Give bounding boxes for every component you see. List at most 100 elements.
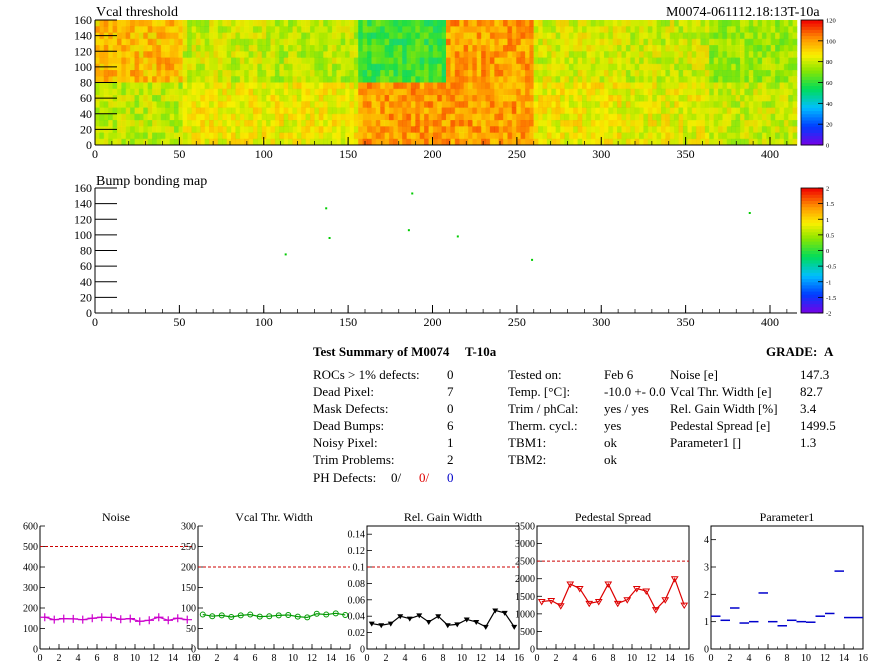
- map-cell: [630, 101, 636, 108]
- map-cell: [353, 63, 359, 71]
- map-cell: [204, 32, 210, 40]
- map-cell: [340, 76, 346, 83]
- map-cell: [191, 101, 197, 108]
- map-cell: [279, 51, 285, 58]
- map-cell: [529, 126, 535, 133]
- map-cell: [231, 26, 236, 33]
- map-cell: [318, 57, 324, 65]
- map-cell: [358, 113, 364, 121]
- map-cell: [301, 138, 307, 146]
- map-cell: [235, 132, 241, 140]
- map-cell: [130, 76, 135, 83]
- map-cell: [739, 120, 745, 127]
- map-cell: [529, 76, 535, 83]
- map-cell: [489, 76, 495, 83]
- map-cell: [134, 20, 140, 27]
- map-cell: [608, 57, 614, 65]
- map-cell: [99, 101, 105, 108]
- map-cell: [270, 88, 276, 96]
- map-cell: [345, 57, 350, 65]
- map-cell: [590, 82, 596, 90]
- map-cell: [428, 63, 434, 71]
- map-cell: [533, 82, 539, 90]
- map-cell: [415, 70, 421, 77]
- map-cell: [761, 120, 767, 127]
- map-cell: [340, 101, 346, 108]
- map-cell: [182, 95, 188, 102]
- map-cell: [424, 63, 429, 71]
- map-cell: [318, 82, 324, 90]
- map-cell: [130, 101, 135, 108]
- map-cell: [481, 70, 486, 77]
- map-cell: [270, 126, 276, 133]
- map-cell: [231, 101, 236, 108]
- map-cell: [590, 107, 596, 115]
- map-cell: [345, 20, 350, 27]
- map-cell: [327, 76, 333, 83]
- map-cell: [191, 88, 197, 96]
- map-cell: [178, 88, 184, 96]
- map-cell: [165, 107, 171, 115]
- map-cell: [507, 32, 513, 40]
- map-cell: [612, 138, 618, 146]
- map-cell: [130, 70, 135, 77]
- x-tick-label: 150: [339, 147, 357, 161]
- palette-band: [801, 66, 823, 71]
- map-cell: [261, 70, 267, 77]
- map-cell: [560, 57, 565, 65]
- map-cell: [538, 63, 544, 71]
- map-cell: [432, 51, 438, 58]
- map-cell: [748, 107, 754, 115]
- map-cell: [261, 120, 267, 127]
- map-cell: [551, 70, 557, 77]
- map-cell: [125, 76, 131, 83]
- map-cell: [459, 38, 465, 46]
- map-cell: [173, 132, 179, 140]
- map-cell: [103, 82, 109, 90]
- map-cell: [393, 57, 399, 65]
- map-cell: [182, 76, 188, 83]
- map-cell: [577, 51, 583, 58]
- map-cell: [704, 120, 710, 127]
- map-cell: [283, 113, 289, 121]
- map-cell: [231, 126, 236, 133]
- map-cell: [279, 88, 285, 96]
- map-cell: [169, 20, 175, 27]
- map-cell: [152, 82, 157, 90]
- map-cell: [160, 26, 166, 33]
- map-cell: [410, 113, 416, 121]
- palette-band: [801, 266, 823, 270]
- map-cell: [713, 120, 719, 127]
- map-cell: [336, 76, 342, 83]
- map-cell: [582, 82, 587, 90]
- map-cell: [235, 76, 241, 83]
- map-cell: [577, 38, 583, 46]
- map-cell: [244, 20, 250, 27]
- map-cell: [252, 138, 258, 146]
- map-cell: [682, 107, 688, 115]
- map-cell: [226, 107, 232, 115]
- map-cell: [406, 107, 412, 115]
- map-cell: [226, 51, 232, 58]
- map-cell: [424, 32, 429, 40]
- data-point: [266, 613, 273, 620]
- map-cell: [739, 113, 745, 121]
- map-cell: [419, 20, 425, 27]
- map-cell: [336, 57, 342, 65]
- map-cell: [375, 26, 381, 33]
- map-cell: [678, 95, 684, 102]
- map-cell: [704, 95, 710, 102]
- map-cell: [248, 88, 254, 96]
- map-cell: [630, 120, 636, 127]
- map-cell: [178, 107, 184, 115]
- map-cell: [239, 101, 245, 108]
- map-cell: [643, 107, 649, 115]
- map-cell: [731, 132, 737, 140]
- map-cell: [248, 101, 254, 108]
- map-cell: [709, 45, 715, 52]
- map-cell: [639, 126, 644, 133]
- map-cell: [722, 57, 728, 65]
- map-cell: [402, 126, 408, 133]
- map-cell: [678, 38, 684, 46]
- map-cell: [775, 132, 780, 140]
